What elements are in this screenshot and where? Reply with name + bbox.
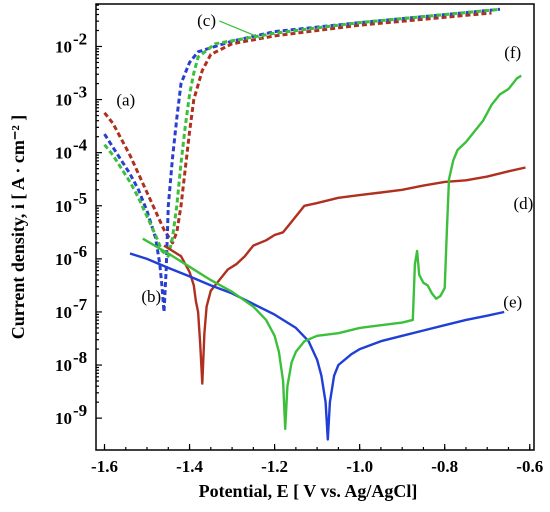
y-tick-label: 10 [55,91,72,110]
y-tick-exponent: -9 [73,401,87,420]
y-tick-exponent: -4 [73,136,88,155]
y-tick-label: 10 [55,37,72,56]
y-tick-label: 10 [55,144,72,163]
x-tick-label: -1.4 [176,457,203,476]
y-tick-exponent: -5 [73,189,87,208]
curve-label-c: (c) [197,11,216,30]
y-tick-exponent: -8 [73,348,87,367]
curve-label-a: (a) [116,91,135,110]
y-axis-ticks: 10-210-310-410-510-610-710-810-9 [55,4,102,428]
x-axis-ticks: -1.6 -1.4 -1.2 -1.0 -0.8 -0.6 [91,444,543,476]
y-tick-label: 10 [55,197,72,216]
y-tick-label: 10 [55,356,72,375]
y-tick-exponent: -7 [73,295,88,314]
curve-labels: (a) (b) (c) (d) (e) (f) [116,11,533,311]
curve-label-d: (d) [513,194,533,213]
curve-label-f: (f) [504,43,521,62]
x-tick-label: -0.8 [431,457,458,476]
x-tick-label: -1.6 [91,457,118,476]
y-tick-exponent: -2 [73,29,87,48]
series-line-c [103,7,501,258]
series-layer [103,7,526,441]
series-line-d [163,166,526,385]
plot-frame [95,3,535,451]
series-line-a [103,11,492,245]
series-line-b [103,7,501,314]
series-line-e [129,252,505,441]
curve-label-e: (e) [503,292,522,311]
y-tick-label: 10 [55,250,72,269]
y-tick-exponent: -6 [73,242,87,261]
x-tick-label: -1.2 [261,457,288,476]
y-tick-label: 10 [55,409,72,428]
label-c-leader [219,20,263,40]
y-axis-title: Current density, i [ A · cm⁻² ] [8,115,28,340]
x-axis-title: Potential, E [ V vs. Ag/AgCl] [199,481,418,501]
x-tick-label: -0.6 [516,457,543,476]
x-tick-label: -1.0 [346,457,373,476]
y-tick-exponent: -3 [73,83,87,102]
y-tick-label: 10 [55,303,72,322]
curve-label-b: (b) [141,287,161,306]
series-line-f [142,74,522,430]
